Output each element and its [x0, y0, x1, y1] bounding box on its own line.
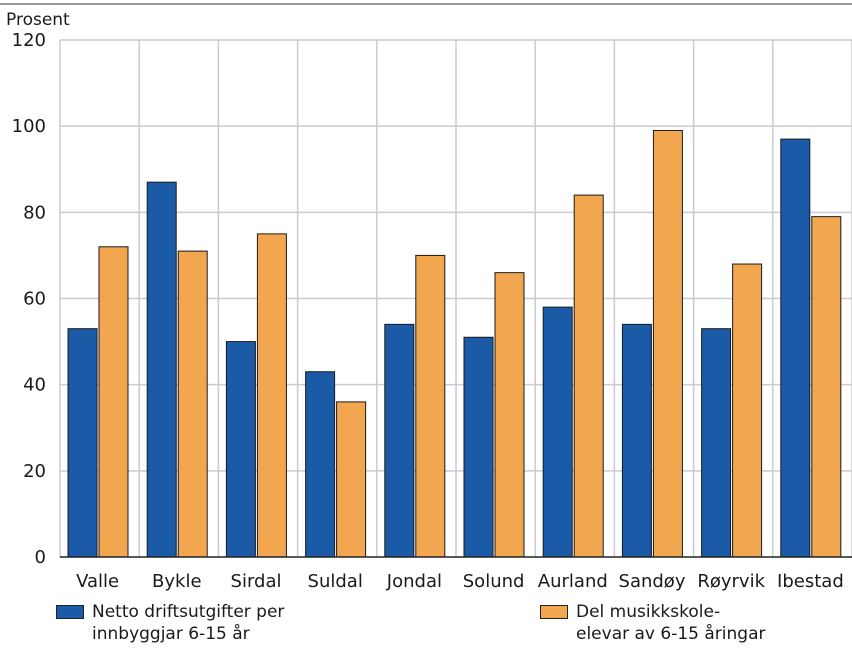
bar-1-solund: [463, 336, 494, 558]
bar-1-suldal: [305, 371, 336, 558]
y-tick-label: 100: [12, 116, 46, 137]
legend-swatch-series-1: [56, 605, 84, 619]
bar-2-solund: [494, 272, 525, 558]
x-tick-label: Jondal: [386, 571, 442, 592]
y-tick-label: 60: [23, 289, 46, 310]
bar-1-røyrvik: [701, 328, 732, 558]
bar-1-ibestad: [780, 138, 811, 558]
bar-2-sandøy: [652, 129, 683, 558]
bar-1-aurland: [542, 306, 573, 558]
y-tick-label: 80: [23, 202, 46, 223]
bar-1-valle: [67, 328, 98, 558]
bar-2-aurland: [573, 194, 604, 558]
x-tick-label: Bykle: [152, 571, 202, 592]
bar-2-bykle: [177, 250, 208, 558]
bar-2-røyrvik: [732, 263, 763, 558]
y-axis-label: Prosent: [6, 10, 70, 30]
bar-2-ibestad: [811, 216, 842, 558]
y-tick-labels: 0 20 40 60 80 100 120: [12, 30, 46, 568]
bar-2-sirdal: [256, 233, 287, 558]
bar-1-bykle: [146, 181, 177, 558]
x-tick-label: Sandøy: [619, 571, 686, 592]
legend-label-series-2: Del musikkskole- elevar av 6-15 åringar: [576, 602, 766, 644]
bar-2-valle: [98, 246, 129, 558]
bar-1-sirdal: [225, 341, 256, 558]
legend-swatch-series-2: [540, 605, 568, 619]
y-tick-label: 20: [23, 461, 46, 482]
x-tick-label: Sirdal: [231, 571, 282, 592]
bar-2-suldal: [336, 401, 367, 558]
gridlines: [59, 39, 852, 557]
legend-label-series-1: Netto driftsutgifter per innbyggjar 6-15…: [92, 602, 285, 644]
x-tick-label: Aurland: [538, 571, 608, 592]
x-tick-label: Valle: [76, 571, 119, 592]
bars: [67, 129, 842, 558]
x-tick-label: Røyrvik: [697, 571, 765, 592]
x-tick-labels: Valle Bykle Sirdal Suldal Jondal Solund Aurlan…: [76, 571, 844, 592]
y-tick-label: 40: [23, 375, 46, 396]
y-tick-label: 120: [12, 30, 46, 51]
bar-1-sandøy: [621, 323, 652, 558]
bar-2-jondal: [415, 254, 446, 558]
x-tick-label: Ibestad: [777, 571, 844, 592]
bar-1-jondal: [384, 323, 415, 558]
x-tick-label: Suldal: [308, 571, 363, 592]
y-tick-label: 0: [35, 547, 46, 568]
x-tick-label: Solund: [463, 571, 525, 592]
